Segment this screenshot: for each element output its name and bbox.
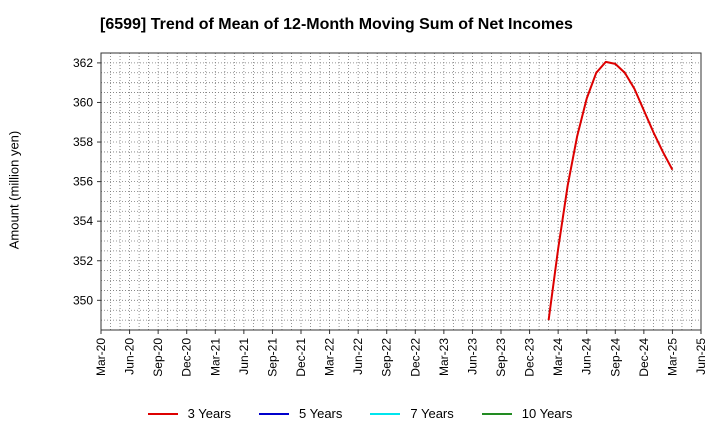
- chart-title: [6599] Trend of Mean of 12-Month Moving …: [100, 16, 573, 33]
- x-tick-label: Sep-21: [265, 338, 279, 377]
- legend-item: 5 Years: [259, 406, 342, 421]
- legend-swatch: [370, 412, 401, 415]
- x-tick-label: Dec-20: [180, 338, 194, 377]
- x-tick-label: Jun-25: [694, 338, 708, 375]
- x-tick-label: Jun-21: [237, 338, 251, 375]
- legend-label: 7 Years: [410, 406, 454, 421]
- x-tick-label: Dec-24: [637, 338, 651, 377]
- x-tick-label: Sep-20: [151, 338, 165, 377]
- y-tick-label: 358: [73, 135, 93, 149]
- x-tick-label: Mar-20: [94, 338, 108, 376]
- plot-frame: [100, 52, 702, 331]
- x-tick-label: Jun-24: [580, 338, 594, 375]
- x-tick-label: Jun-23: [465, 338, 479, 375]
- x-tick-label: Mar-24: [551, 338, 565, 376]
- legend-label: 3 Years: [187, 406, 231, 421]
- legend-item: 3 Years: [147, 406, 231, 421]
- x-tick-label: Dec-21: [294, 338, 308, 377]
- x-tick-label: Mar-25: [665, 338, 679, 376]
- x-tick-label: Sep-22: [380, 338, 394, 377]
- legend-label: 10 Years: [521, 406, 573, 421]
- legend-item: 7 Years: [370, 406, 454, 421]
- x-tick-label: Jun-20: [123, 338, 137, 375]
- y-tick-label: 354: [73, 214, 93, 228]
- chart-legend: 3 Years 5 Years 7 Years 10 Years: [0, 406, 720, 421]
- x-tick-label: Sep-23: [494, 338, 508, 377]
- y-tick-label: 356: [73, 175, 93, 189]
- x-tick-label: Jun-22: [351, 338, 365, 375]
- legend-swatch: [259, 412, 289, 415]
- x-tick-label: Mar-23: [437, 338, 451, 376]
- y-tick-label: 350: [73, 293, 93, 307]
- legend-label: 5 Years: [299, 406, 343, 421]
- x-tick-label: Dec-22: [408, 338, 422, 377]
- y-tick-label: 360: [73, 95, 93, 109]
- legend-swatch: [481, 412, 512, 415]
- legend-item: 10 Years: [481, 406, 573, 421]
- x-tick-label: Mar-21: [208, 338, 222, 376]
- x-tick-label: Sep-24: [608, 338, 622, 377]
- series-line-3-years: [547, 60, 674, 321]
- y-tick-label: 362: [73, 56, 93, 70]
- x-tick-label: Dec-23: [523, 338, 537, 377]
- x-tick-label: Mar-22: [323, 338, 337, 376]
- y-tick-label: 352: [73, 254, 93, 268]
- legend-swatch: [147, 412, 178, 415]
